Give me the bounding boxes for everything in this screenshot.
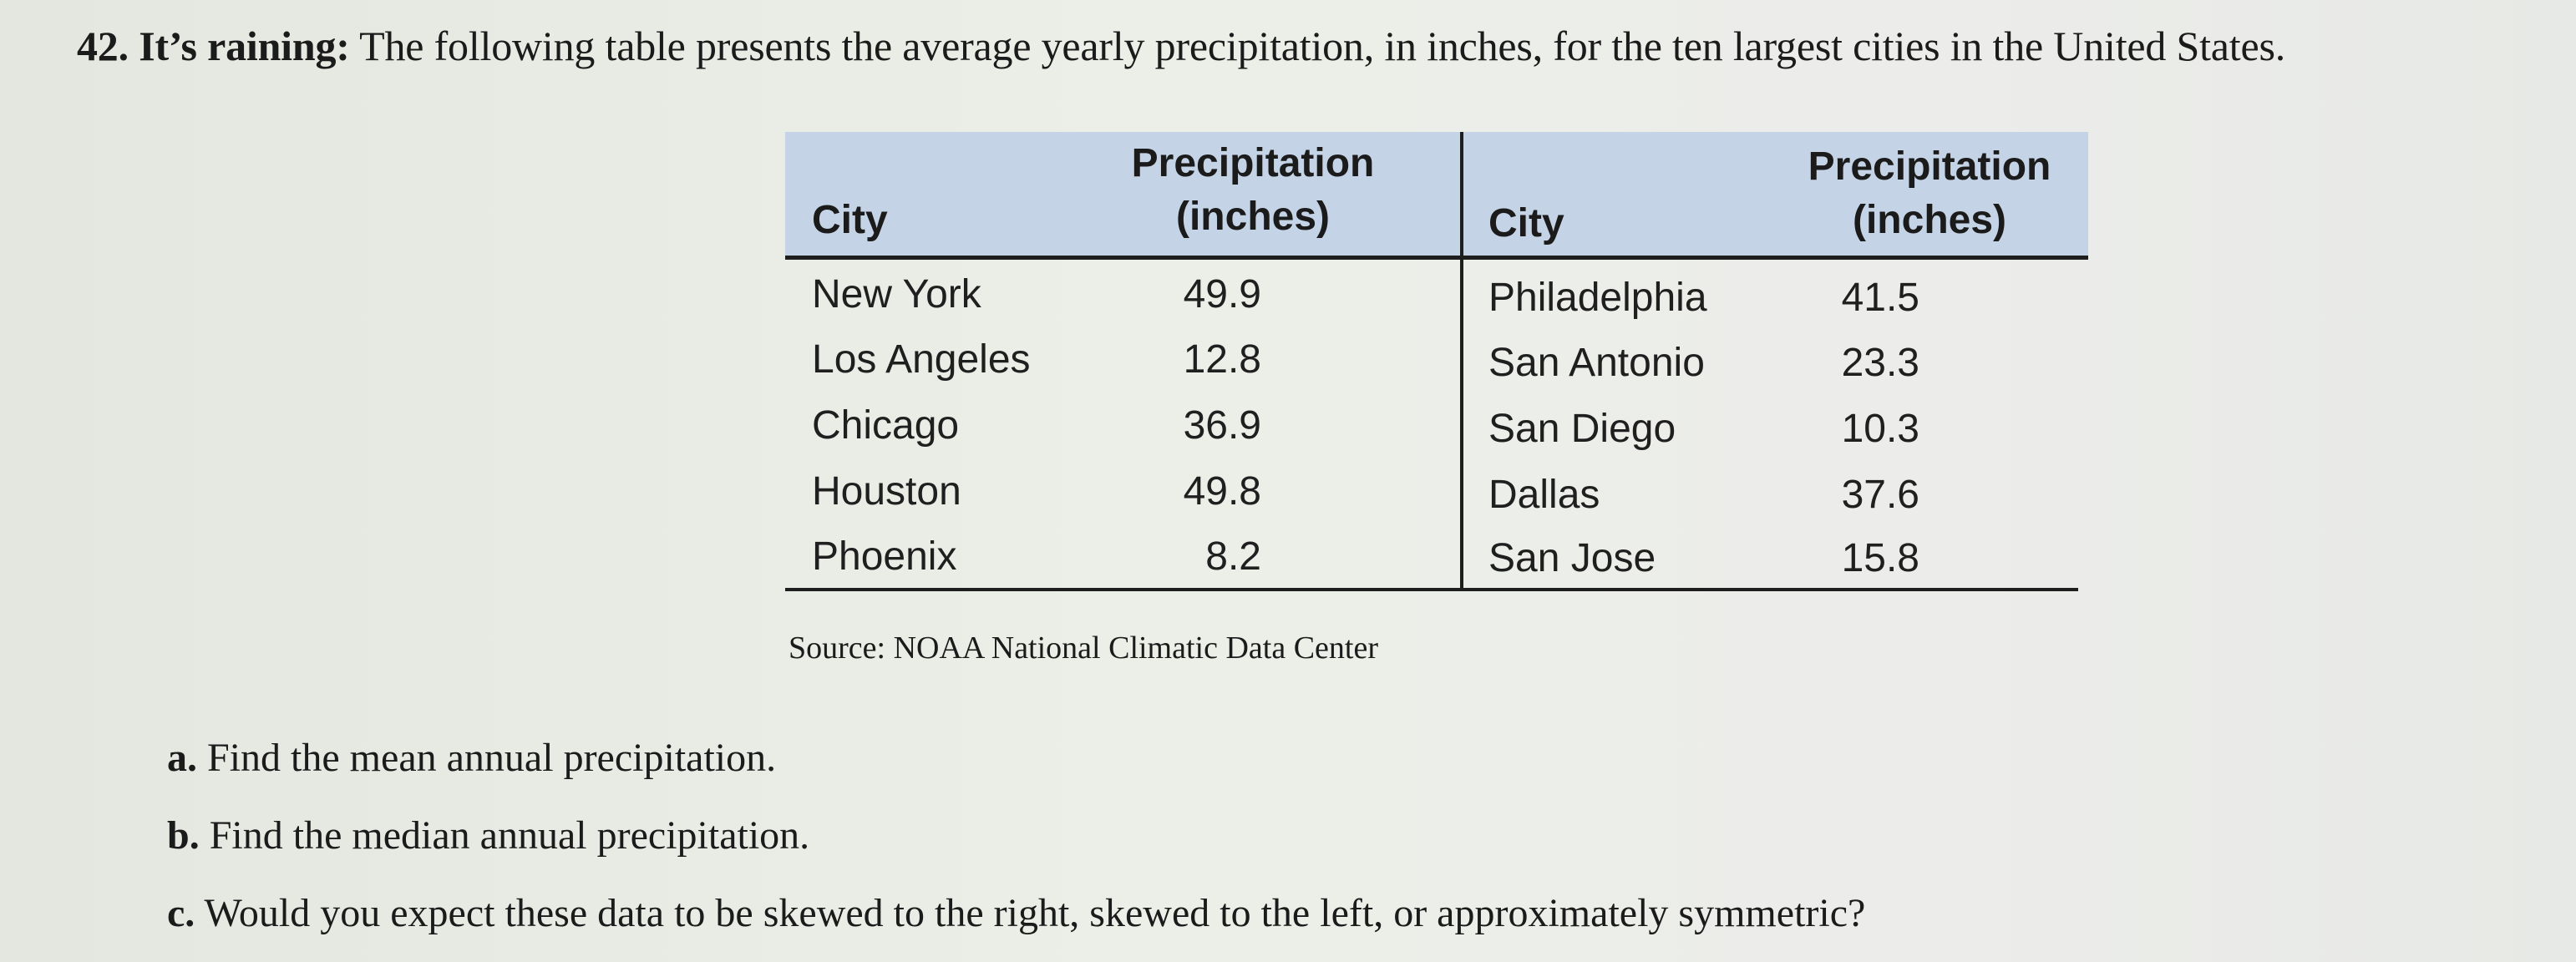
problem-lead: It’s raining: bbox=[139, 23, 350, 69]
table-row-value: 12.8 bbox=[1183, 337, 1261, 382]
table-row-value: 23.3 bbox=[1841, 341, 1919, 385]
header-precipitation-right-line1: Precipitation bbox=[1808, 144, 2051, 189]
problem-heading: 42. It’s raining: The following table pr… bbox=[77, 15, 2566, 77]
header-precipitation-right-line2: (inches) bbox=[1852, 198, 2007, 242]
table-row-value: 36.9 bbox=[1183, 403, 1261, 448]
table-row-city: San Antonio bbox=[1488, 341, 1705, 385]
table-row-value: 8.2 bbox=[1205, 534, 1261, 579]
header-precipitation-left-line2: (inches) bbox=[1175, 195, 1331, 239]
header-precipitation-left-line1: Precipitation bbox=[1131, 141, 1375, 185]
column-divider bbox=[1460, 132, 1463, 590]
question-a-letter: a. bbox=[167, 736, 197, 780]
table-row-value: 41.5 bbox=[1841, 276, 1919, 320]
table-header-background bbox=[785, 132, 2088, 256]
problem-text: The following table presents the average… bbox=[359, 23, 2286, 69]
table-row-city: Dallas bbox=[1488, 473, 1600, 517]
table-bottom-rule bbox=[785, 588, 2078, 591]
question-c-text: Would you expect these data to be skewed… bbox=[204, 891, 1866, 935]
question-b: b. Find the median annual precipitation. bbox=[167, 806, 809, 866]
table-row-city: San Diego bbox=[1488, 407, 1676, 451]
problem-number: 42. bbox=[77, 23, 129, 69]
table-row-value: 49.8 bbox=[1183, 469, 1261, 514]
question-a-text: Find the mean annual precipitation. bbox=[207, 736, 777, 780]
question-b-text: Find the median annual precipitation. bbox=[209, 813, 810, 858]
header-city-left: City bbox=[812, 198, 888, 242]
header-precipitation-right: Precipitation (inches) bbox=[1754, 140, 2105, 247]
table-row-city: San Jose bbox=[1488, 536, 1656, 580]
table-row-value: 15.8 bbox=[1841, 536, 1919, 580]
table-row-value: 37.6 bbox=[1841, 473, 1919, 517]
header-precipitation-left: Precipitation (inches) bbox=[1078, 137, 1428, 244]
table-row-city: Philadelphia bbox=[1488, 276, 1707, 320]
table-row-city: Chicago bbox=[812, 403, 960, 448]
question-b-letter: b. bbox=[167, 813, 200, 858]
question-c: c. Would you expect these data to be ske… bbox=[167, 884, 1865, 944]
precipitation-table: City Precipitation (inches) City Precipi… bbox=[785, 132, 2088, 591]
question-c-letter: c. bbox=[167, 891, 195, 935]
table-source-note: Source: NOAA National Climatic Data Cent… bbox=[789, 630, 1378, 666]
table-row-value: 49.9 bbox=[1183, 272, 1261, 316]
table-row-city: New York bbox=[812, 272, 981, 316]
table-row-city: Houston bbox=[812, 469, 961, 514]
table-row-city: Los Angeles bbox=[812, 337, 1031, 382]
question-a: a. Find the mean annual precipitation. bbox=[167, 728, 776, 788]
table-row-city: Phoenix bbox=[812, 534, 957, 579]
header-rule bbox=[785, 256, 2088, 260]
table-row-value: 10.3 bbox=[1841, 407, 1919, 451]
header-city-right: City bbox=[1488, 201, 1564, 246]
